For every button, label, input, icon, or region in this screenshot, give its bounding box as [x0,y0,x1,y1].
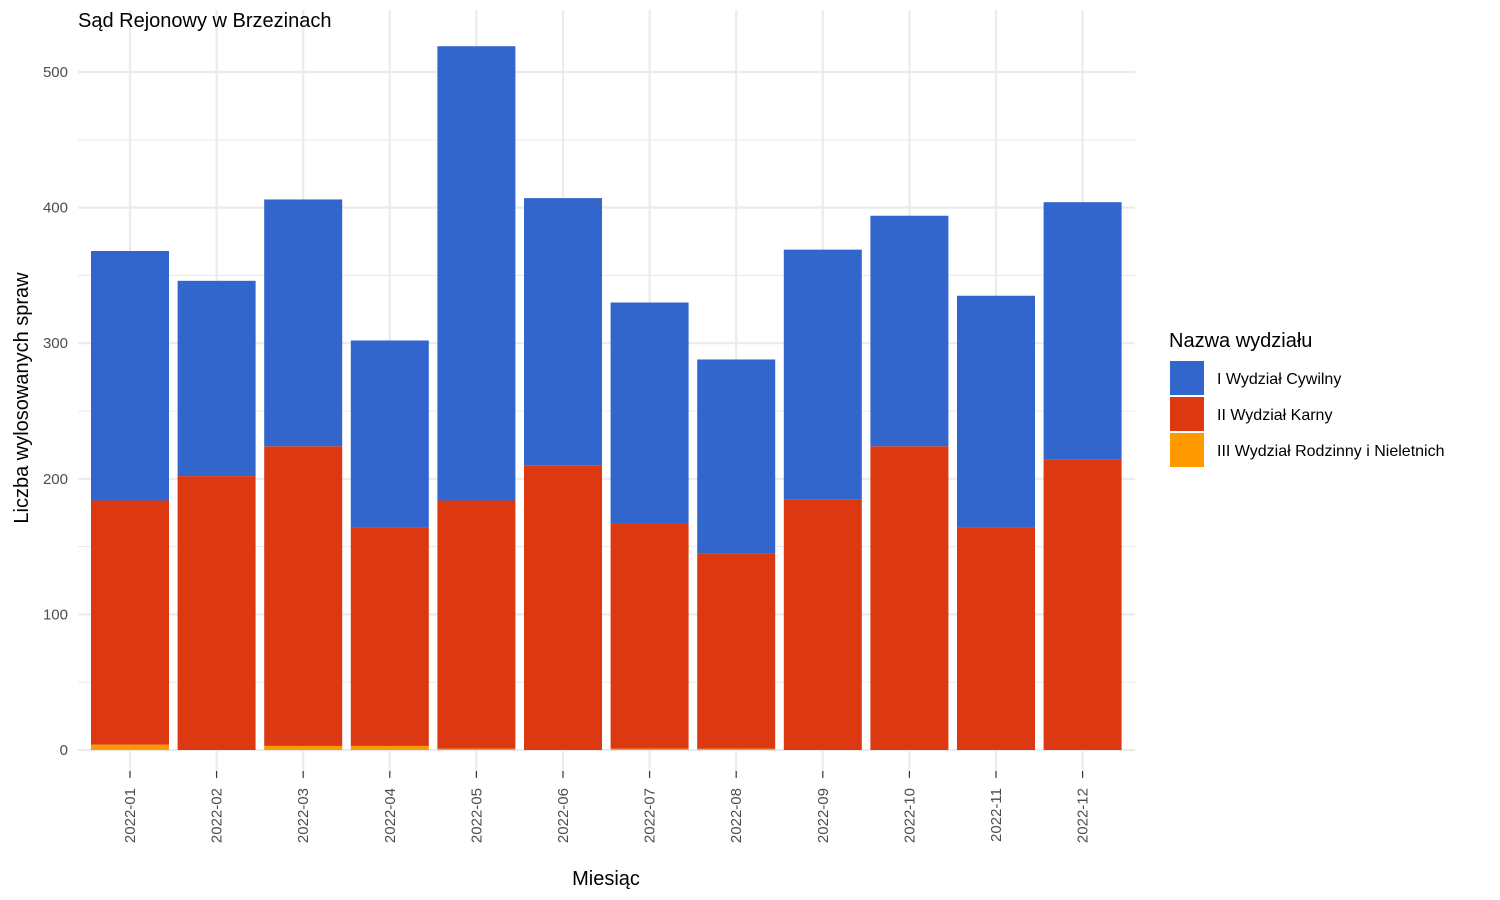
bar-segment [91,250,169,501]
x-tick-label: 2022-07 [642,788,659,843]
y-tick-label: 500 [43,64,68,81]
legend-swatch [1170,361,1204,395]
bar-segment [524,465,602,750]
bar-segment [177,280,256,477]
bar-segment [957,295,1035,528]
bar-segment [783,249,862,500]
bar-segment [437,500,516,749]
bar-segment [697,748,776,750]
x-tick-label: 2022-04 [382,788,399,843]
axes-layer: 0 100 200 300 400 500 2022-01 2022-02 2022-03 202… [43,64,1092,843]
bar-segment [350,745,429,750]
y-tick-label: 200 [43,471,68,488]
bar-segment [524,198,602,466]
bar-segment [610,748,689,750]
bar-segment [1043,202,1122,460]
x-tick-label: 2022-12 [1075,788,1092,843]
bar-segment [350,527,429,746]
bar-segment [610,302,689,524]
legend-label: I Wydział Cywilny [1217,371,1341,388]
bar-segment [350,340,429,528]
bar-segment [870,446,949,750]
legend-title: Nazwa wydziału [1169,330,1312,352]
bars-layer [91,46,1122,750]
x-tick-label: 2022-10 [901,788,918,843]
bar-segment [91,744,169,750]
legend-label: III Wydział Rodzinny i Nieletnich [1217,443,1445,460]
y-tick-label: 300 [43,335,68,352]
x-tick-label: 2022-05 [468,788,485,843]
legend-label: II Wydział Karny [1217,407,1332,424]
x-tick-label: 2022-08 [728,788,745,843]
bar-segment [1043,459,1122,750]
x-tick-label: 2022-02 [209,788,226,843]
x-tick-label: 2022-01 [122,788,139,843]
chart-title: Sąd Rejonowy w Brzezinach [78,10,331,32]
y-axis-title: Liczba wylosowanych spraw [11,272,33,524]
legend-swatch [1170,433,1204,467]
x-tick-label: 2022-06 [555,788,572,843]
x-tick-label: 2022-03 [295,788,312,843]
bar-segment [91,500,169,745]
bar-segment [437,46,516,501]
y-tick-label: 400 [43,200,68,217]
bar-segment [437,748,516,750]
bar-segment [783,499,862,750]
legend-swatch [1170,397,1204,431]
bar-segment [697,359,776,554]
bar-segment [264,745,343,750]
bar-segment [264,199,343,447]
bar-segment [177,476,256,750]
bar-segment [610,523,689,749]
bar-segment [957,527,1035,750]
bar-segment [870,215,949,447]
bar-segment [264,446,343,746]
bar-segment [697,553,776,749]
legend: Nazwa wydziału I Wydział Cywilny II Wydzi… [1169,330,1445,467]
x-axis-title: Miesiąc [572,868,640,890]
y-tick-label: 100 [43,606,68,623]
x-tick-label: 2022-11 [988,788,1005,842]
x-tick-label: 2022-09 [815,788,832,843]
y-tick-label: 0 [60,742,68,759]
